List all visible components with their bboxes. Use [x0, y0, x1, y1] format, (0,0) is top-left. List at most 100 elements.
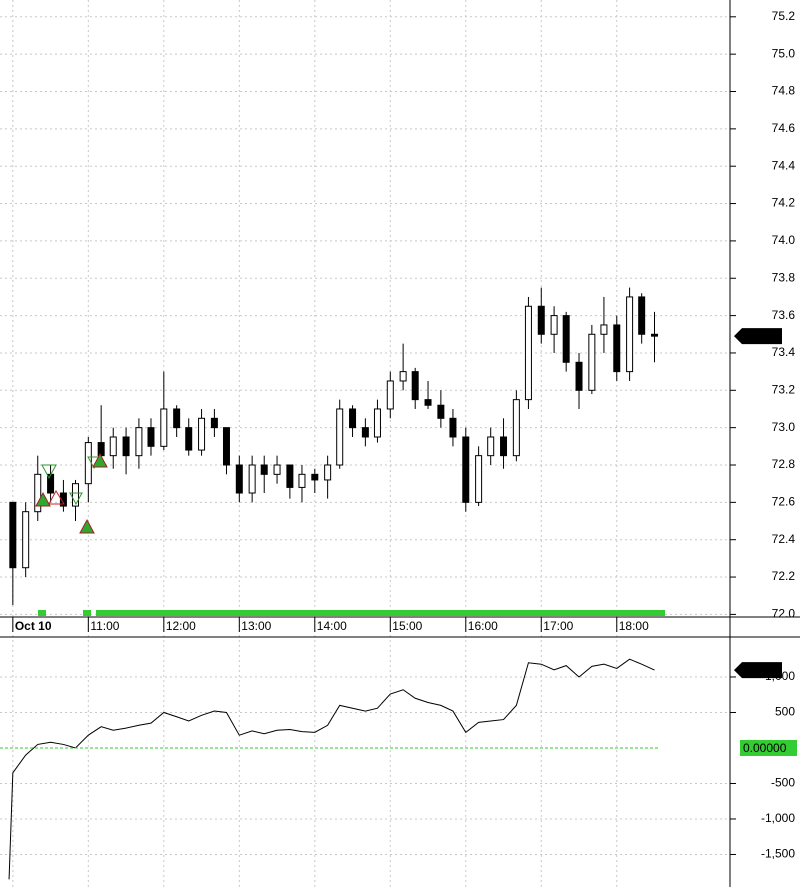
grid: [0, 0, 730, 887]
candle-body: [349, 408, 357, 429]
candle-body: [600, 324, 608, 335]
y-tick-label: 73.6: [772, 308, 796, 322]
y-tick-label: 74.4: [772, 158, 796, 172]
session-bar: [96, 610, 665, 616]
candle-body: [638, 296, 646, 335]
candle-body: [122, 436, 130, 457]
y-tick-label: 74.0: [772, 233, 796, 247]
candle-body: [273, 464, 281, 475]
reference-box: [740, 739, 797, 756]
x-tick-label: 17:00: [543, 619, 573, 633]
candle-body: [373, 408, 381, 438]
candle-body: [613, 324, 621, 373]
y-tick-label: 500: [775, 705, 795, 719]
candle-body: [487, 436, 495, 457]
candle-body: [462, 436, 470, 503]
y-tick-label: 72.0: [772, 607, 796, 621]
candle-body: [135, 427, 143, 457]
candle-body: [198, 417, 206, 451]
y-tick-label: 75.0: [772, 46, 796, 60]
candle-body: [71, 483, 79, 507]
signals: [35, 452, 108, 534]
last-value-label: 73.49: [747, 329, 777, 343]
candle-body: [512, 399, 520, 457]
candle-body: [84, 442, 92, 485]
candle-body: [248, 464, 256, 494]
y-tick-label: 72.6: [772, 495, 796, 509]
session-bar: [83, 610, 91, 616]
signal: [48, 489, 65, 505]
y-tick-label: 72.8: [772, 457, 796, 471]
candle-body: [500, 436, 508, 457]
candle-body: [626, 296, 634, 373]
candle-body: [185, 427, 193, 451]
candle-body: [235, 464, 243, 494]
candle-body: [298, 473, 306, 488]
x-tick-label: 13:00: [241, 619, 271, 633]
y-tick-label: 72.4: [772, 532, 796, 546]
y-tick-label: 72.2: [772, 569, 796, 583]
candle-body: [575, 361, 583, 391]
y-tick-label: 73.8: [772, 270, 796, 284]
candle-body: [173, 408, 181, 429]
candle-body: [537, 305, 545, 335]
signal: [79, 518, 95, 534]
y-tick-label: 73.4: [772, 345, 796, 359]
y-tick-label: -1,500: [761, 847, 795, 861]
candle-body: [324, 464, 332, 481]
candle-body: [311, 473, 319, 481]
y-tick-label: 74.8: [772, 84, 796, 98]
candle-body: [97, 442, 105, 457]
last-value-label: 1,097: [747, 663, 777, 677]
candle-body: [59, 492, 67, 507]
candle-body: [424, 399, 432, 406]
labels: 72.0 72.2 72.4 72.6 72.8 73.0 73.2 73.4 73.6 73.8…: [12, 9, 797, 861]
y-tick-label: 74.2: [772, 196, 796, 210]
signal: [35, 491, 51, 507]
candle-body: [22, 511, 30, 569]
x-tick-label: 14:00: [317, 619, 347, 633]
candle-body: [34, 473, 42, 513]
candle-body: [437, 404, 445, 419]
x-tick-label: Oct 10: [15, 619, 52, 633]
y-tick-label: 75.2: [772, 9, 796, 23]
candle-body: [336, 408, 344, 466]
marks: [0, 287, 660, 880]
candle-body: [222, 427, 230, 466]
x-tick-label: 15:00: [392, 619, 422, 633]
candle-body: [524, 305, 532, 401]
last-value-box: [734, 328, 782, 345]
candle-body: [411, 371, 419, 401]
candle-body: [9, 501, 17, 569]
candle-body: [361, 427, 369, 438]
candle-body: [160, 408, 168, 447]
candle-body: [449, 417, 457, 438]
candle-body: [475, 455, 483, 503]
candle-body: [286, 464, 294, 488]
y-tick-label: -1,000: [761, 811, 795, 825]
signal: [41, 464, 57, 480]
candle-body: [260, 464, 268, 475]
signal: [92, 452, 108, 468]
candle-body: [386, 380, 394, 410]
session-bar: [38, 610, 46, 616]
x-tick-label: 12:00: [166, 619, 196, 633]
y-tick-label: 73.0: [772, 420, 796, 434]
x-tick-label: 11:00: [90, 619, 119, 633]
candle-body: [550, 315, 558, 335]
y-tick-label: 74.6: [772, 121, 796, 135]
candle-body: [651, 333, 659, 337]
y-tick-label: -500: [771, 776, 795, 790]
line: [8, 658, 655, 880]
x-tick-label: 18:00: [619, 619, 649, 633]
candle-body: [399, 371, 407, 382]
candle-body: [109, 436, 117, 457]
last-value-box: [734, 662, 782, 679]
signal: [69, 492, 83, 506]
candle-body: [210, 417, 218, 429]
reference-label: 0.00000: [743, 741, 787, 755]
x-tick-label: 16:00: [468, 619, 498, 633]
